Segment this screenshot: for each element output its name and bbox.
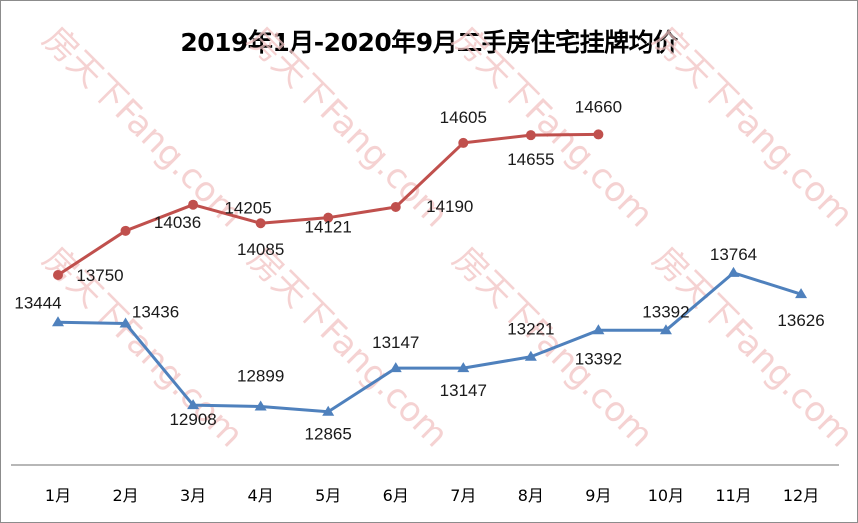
triangle-marker-icon bbox=[524, 350, 537, 361]
triangle-marker-icon bbox=[187, 399, 200, 410]
x-axis-tick-label: 7月 bbox=[450, 486, 476, 505]
circle-marker-icon bbox=[188, 199, 199, 210]
x-axis-tick-label: 3月 bbox=[180, 486, 206, 505]
series-2019-line: 13444 13436 12908 12899 12865 13147 13147 13221… bbox=[14, 245, 824, 444]
triangle-marker-icon bbox=[52, 316, 64, 327]
x-axis-tick-label: 2月 bbox=[112, 486, 138, 505]
triangle-marker-icon bbox=[119, 317, 132, 328]
data-label: 13392 bbox=[642, 302, 689, 321]
series-line bbox=[57, 271, 802, 414]
x-axis-tick-label: 9月 bbox=[585, 486, 611, 505]
circle-marker-icon bbox=[458, 137, 469, 148]
x-axis-tick-label: 8月 bbox=[518, 486, 544, 505]
data-label: 14085 bbox=[237, 240, 284, 259]
watermark-text: 房天下Fang.com bbox=[35, 239, 251, 455]
data-label: 14660 bbox=[575, 97, 622, 116]
triangle-marker-icon bbox=[389, 362, 402, 373]
triangle-marker-icon bbox=[659, 324, 672, 335]
data-label: 13147 bbox=[372, 333, 419, 352]
triangle-marker-icon bbox=[727, 266, 740, 277]
data-label: 14205 bbox=[224, 199, 271, 218]
triangle-marker-icon bbox=[322, 405, 335, 416]
data-label: 13626 bbox=[777, 311, 824, 330]
x-axis-tick-label: 4月 bbox=[248, 486, 274, 505]
circle-marker-icon bbox=[53, 270, 63, 280]
series-2020-line: 13750 14036 14205 14085 14121 14190 14605 14655… bbox=[53, 97, 622, 285]
data-label: 12865 bbox=[305, 425, 352, 444]
watermark-text: 房天下Fang.com bbox=[645, 239, 857, 455]
data-label: 12899 bbox=[237, 366, 284, 385]
watermark-text: 房天下Fang.com bbox=[240, 239, 456, 455]
data-label: 13436 bbox=[132, 303, 179, 322]
circle-marker-icon bbox=[120, 225, 131, 236]
data-label: 13750 bbox=[76, 266, 123, 285]
data-label: 13392 bbox=[575, 349, 622, 368]
triangle-marker-icon bbox=[592, 324, 605, 335]
circle-marker-icon bbox=[323, 212, 334, 223]
data-label: 12908 bbox=[169, 410, 216, 429]
data-label: 13221 bbox=[507, 320, 554, 339]
watermark-text: 房天下Fang.com bbox=[240, 19, 456, 235]
data-label: 14190 bbox=[426, 197, 473, 216]
x-axis-tick-label: 10月 bbox=[648, 486, 684, 505]
data-label: 14036 bbox=[154, 213, 201, 232]
data-label: 14605 bbox=[440, 108, 487, 127]
watermark-text: 房天下Fang.com bbox=[35, 19, 251, 235]
x-axis-tick-label: 12月 bbox=[783, 486, 819, 505]
circle-marker-icon bbox=[255, 218, 266, 229]
triangle-marker-icon bbox=[254, 400, 267, 411]
data-label: 13764 bbox=[710, 245, 757, 264]
watermark-text: 房天下Fang.com bbox=[445, 19, 661, 235]
data-label: 14121 bbox=[305, 218, 352, 237]
chart-title: 2019年1月-2020年9月二手房住宅挂牌均价 bbox=[180, 28, 678, 57]
triangle-marker-icon bbox=[457, 362, 470, 373]
x-axis-tick-label: 11月 bbox=[715, 486, 751, 505]
data-label: 13444 bbox=[14, 293, 61, 312]
circle-marker-icon bbox=[593, 129, 604, 140]
x-axis-tick-label: 5月 bbox=[315, 486, 341, 505]
data-label: 14655 bbox=[507, 150, 554, 169]
triangle-marker-icon bbox=[795, 288, 808, 299]
x-axis-tick-label: 6月 bbox=[383, 486, 409, 505]
data-label: 13147 bbox=[440, 381, 487, 400]
circle-marker-icon bbox=[390, 202, 401, 213]
x-axis-tick-label: 1月 bbox=[45, 486, 71, 505]
watermark-text: 房天下Fang.com bbox=[645, 19, 857, 235]
circle-marker-icon bbox=[525, 130, 536, 141]
